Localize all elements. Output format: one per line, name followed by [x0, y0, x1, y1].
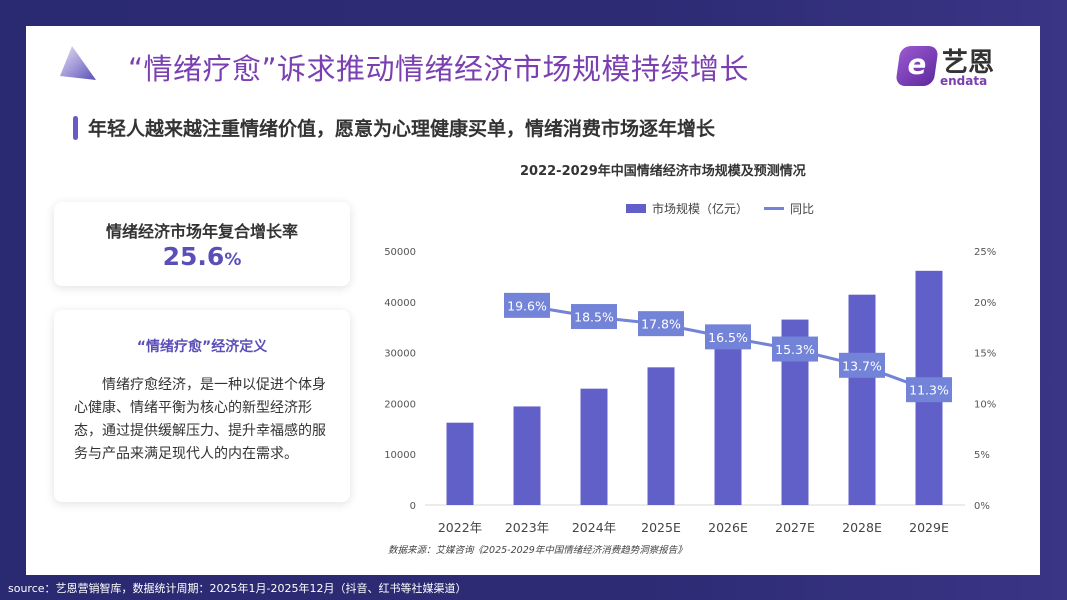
decorative-prism-icon [60, 46, 96, 80]
legend-bar-swatch [626, 204, 646, 213]
page-title: “情绪疗愈”诉求推动情绪经济市场规模持续增长 [128, 52, 750, 86]
market-size-chart: 0 10000 20000 30000 40000 50000 0% 5% 10% 15% 20% 2… [384, 247, 996, 535]
legend-line-swatch [764, 207, 785, 210]
yoy-data-label: 13.7% [842, 358, 882, 373]
y-left-tick: 50000 [384, 247, 416, 258]
cagr-number: 25.6 [162, 242, 225, 271]
subtitle: 年轻人越来越注重情绪价值，愿意为心理健康买单，情绪消费市场逐年增长 [74, 114, 715, 141]
cagr-value: 25.6% [54, 242, 350, 271]
yoy-data-label: 17.8% [641, 317, 681, 332]
legend-bar-label: 市场规模（亿元） [652, 202, 749, 216]
bar-2022年 [446, 422, 474, 505]
y-right-tick: 15% [974, 349, 996, 360]
endata-logo: e 艺恩 endata [895, 42, 1018, 90]
y-left-tick: 30000 [384, 349, 416, 360]
bar-2028E [848, 294, 876, 505]
x-tick-label: 2029E [909, 520, 949, 535]
logo-cn: 艺恩 [942, 48, 995, 78]
yoy-label-box [638, 311, 684, 337]
logo-en: endata [940, 74, 988, 88]
yoy-data-label: 15.3% [775, 342, 815, 357]
y-left-tick: 0 [410, 501, 416, 512]
bar-2023年 [513, 406, 541, 505]
y-left-tick: 40000 [384, 298, 416, 309]
x-tick-label: 2025E [641, 520, 681, 535]
chart-title: 2022-2029年中国情绪经济市场规模及预测情况 [520, 164, 806, 179]
y-left-tick: 20000 [384, 399, 416, 410]
chart-legend: 市场规模（亿元） 同比 [626, 200, 814, 217]
x-tick-label: 2028E [842, 520, 882, 535]
yoy-label-box [504, 292, 550, 318]
logo-e-icon: e [895, 46, 939, 86]
yoy-label-box [571, 304, 617, 330]
yoy-label-box [705, 324, 751, 350]
x-tick-label: 2023年 [505, 520, 549, 535]
subtitle-text: 年轻人越来越注重情绪价值，愿意为心理健康买单，情绪消费市场逐年增长 [88, 118, 716, 140]
yoy-label-box [906, 377, 952, 403]
definition-text: 情绪疗愈经济，是一种以促进个体身心健康、情绪平衡为核心的新型经济形态，通过提供缓… [74, 377, 326, 462]
cagr-unit: % [224, 250, 242, 270]
x-tick-label: 2024年 [572, 520, 616, 535]
definition-card: “情绪疗愈”经济定义 情绪疗愈经济，是一种以促进个体身心健康、情绪平衡为核心的新… [54, 310, 350, 502]
y-right-tick: 0% [974, 501, 990, 512]
bar-2024年 [580, 388, 608, 505]
chart-source: 数据来源：艾媒咨询《2025-2029年中国情绪经济消费趋势洞察报告》 [388, 545, 687, 556]
bar-2026E [714, 344, 742, 505]
yoy-label-box [839, 352, 885, 378]
x-tick-label: 2026E [708, 520, 748, 535]
yoy-data-label: 18.5% [574, 310, 614, 325]
subtitle-accent [73, 116, 78, 140]
y-left-tick: 10000 [384, 450, 416, 461]
x-tick-label: 2027E [775, 520, 815, 535]
y-right-tick: 20% [974, 298, 996, 309]
yoy-data-label: 19.6% [507, 298, 547, 313]
y-right-tick: 25% [974, 247, 996, 258]
x-tick-label: 2022年 [438, 520, 482, 535]
bar-2025E [647, 367, 675, 505]
cagr-label: 情绪经济市场年复合增长率 [105, 222, 298, 241]
yoy-data-label: 16.5% [708, 330, 748, 345]
definition-heading: “情绪疗愈”经济定义 [136, 339, 268, 355]
yoy-label-box [772, 336, 818, 362]
yoy-data-label: 11.3% [909, 383, 949, 398]
footer-source: source：艺恩营销智库，数据统计周期：2025年1月-2025年12月（抖音… [8, 582, 467, 595]
y-right-tick: 10% [974, 399, 996, 410]
y-right-tick: 5% [974, 450, 990, 461]
legend-line-label: 同比 [790, 202, 815, 216]
cagr-card: 情绪经济市场年复合增长率 25.6% [54, 202, 350, 286]
